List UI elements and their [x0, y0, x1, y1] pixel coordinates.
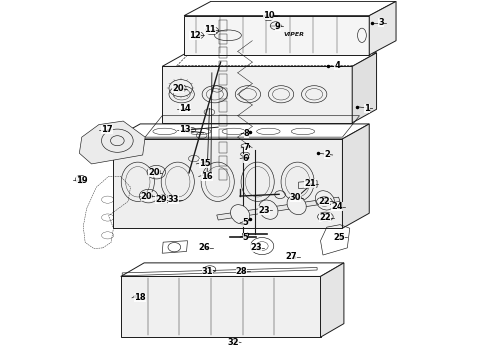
Text: 8: 8: [244, 129, 249, 138]
Text: 25: 25: [333, 233, 345, 242]
Text: 30: 30: [290, 193, 301, 202]
Text: 24: 24: [331, 202, 343, 211]
Polygon shape: [320, 263, 344, 337]
Ellipse shape: [259, 200, 278, 219]
Text: 5: 5: [243, 233, 248, 242]
Ellipse shape: [230, 204, 250, 224]
Text: 20: 20: [148, 168, 160, 177]
Text: 14: 14: [179, 104, 191, 113]
Text: 33: 33: [168, 195, 179, 204]
Text: 31: 31: [202, 267, 213, 276]
Text: 23: 23: [250, 243, 262, 252]
Text: 12: 12: [190, 31, 201, 40]
Text: 21: 21: [304, 179, 316, 188]
Text: 13: 13: [179, 126, 191, 135]
Polygon shape: [162, 66, 352, 123]
Text: 29: 29: [155, 195, 167, 204]
Text: 22: 22: [319, 213, 331, 222]
Text: 1: 1: [365, 104, 370, 113]
Text: 11: 11: [204, 26, 216, 35]
Polygon shape: [343, 124, 369, 228]
Text: 9: 9: [275, 22, 281, 31]
Ellipse shape: [315, 191, 335, 210]
Polygon shape: [217, 197, 340, 220]
Text: 4: 4: [334, 61, 340, 70]
Text: 26: 26: [198, 243, 210, 252]
Text: 23: 23: [258, 206, 270, 215]
Text: 18: 18: [134, 293, 146, 302]
Text: 32: 32: [227, 338, 239, 347]
Text: 3: 3: [378, 18, 384, 27]
Polygon shape: [184, 16, 369, 55]
Polygon shape: [352, 53, 376, 123]
Polygon shape: [121, 276, 320, 337]
Text: 19: 19: [76, 176, 88, 185]
Text: 27: 27: [286, 252, 297, 261]
Text: 2: 2: [324, 150, 330, 159]
Text: 7: 7: [244, 143, 249, 152]
Text: 5: 5: [243, 219, 248, 228]
Text: 20: 20: [172, 84, 184, 93]
Text: 6: 6: [243, 154, 248, 163]
Text: VIPER: VIPER: [283, 32, 304, 37]
Text: 28: 28: [236, 267, 247, 276]
Text: 10: 10: [263, 11, 274, 20]
Text: 20: 20: [141, 192, 152, 201]
Text: 15: 15: [199, 159, 211, 168]
Ellipse shape: [287, 195, 306, 215]
Text: 17: 17: [101, 126, 113, 135]
Text: 16: 16: [201, 172, 213, 181]
Polygon shape: [369, 1, 396, 55]
Polygon shape: [114, 139, 343, 228]
Polygon shape: [79, 121, 145, 164]
Text: 22: 22: [318, 197, 330, 206]
